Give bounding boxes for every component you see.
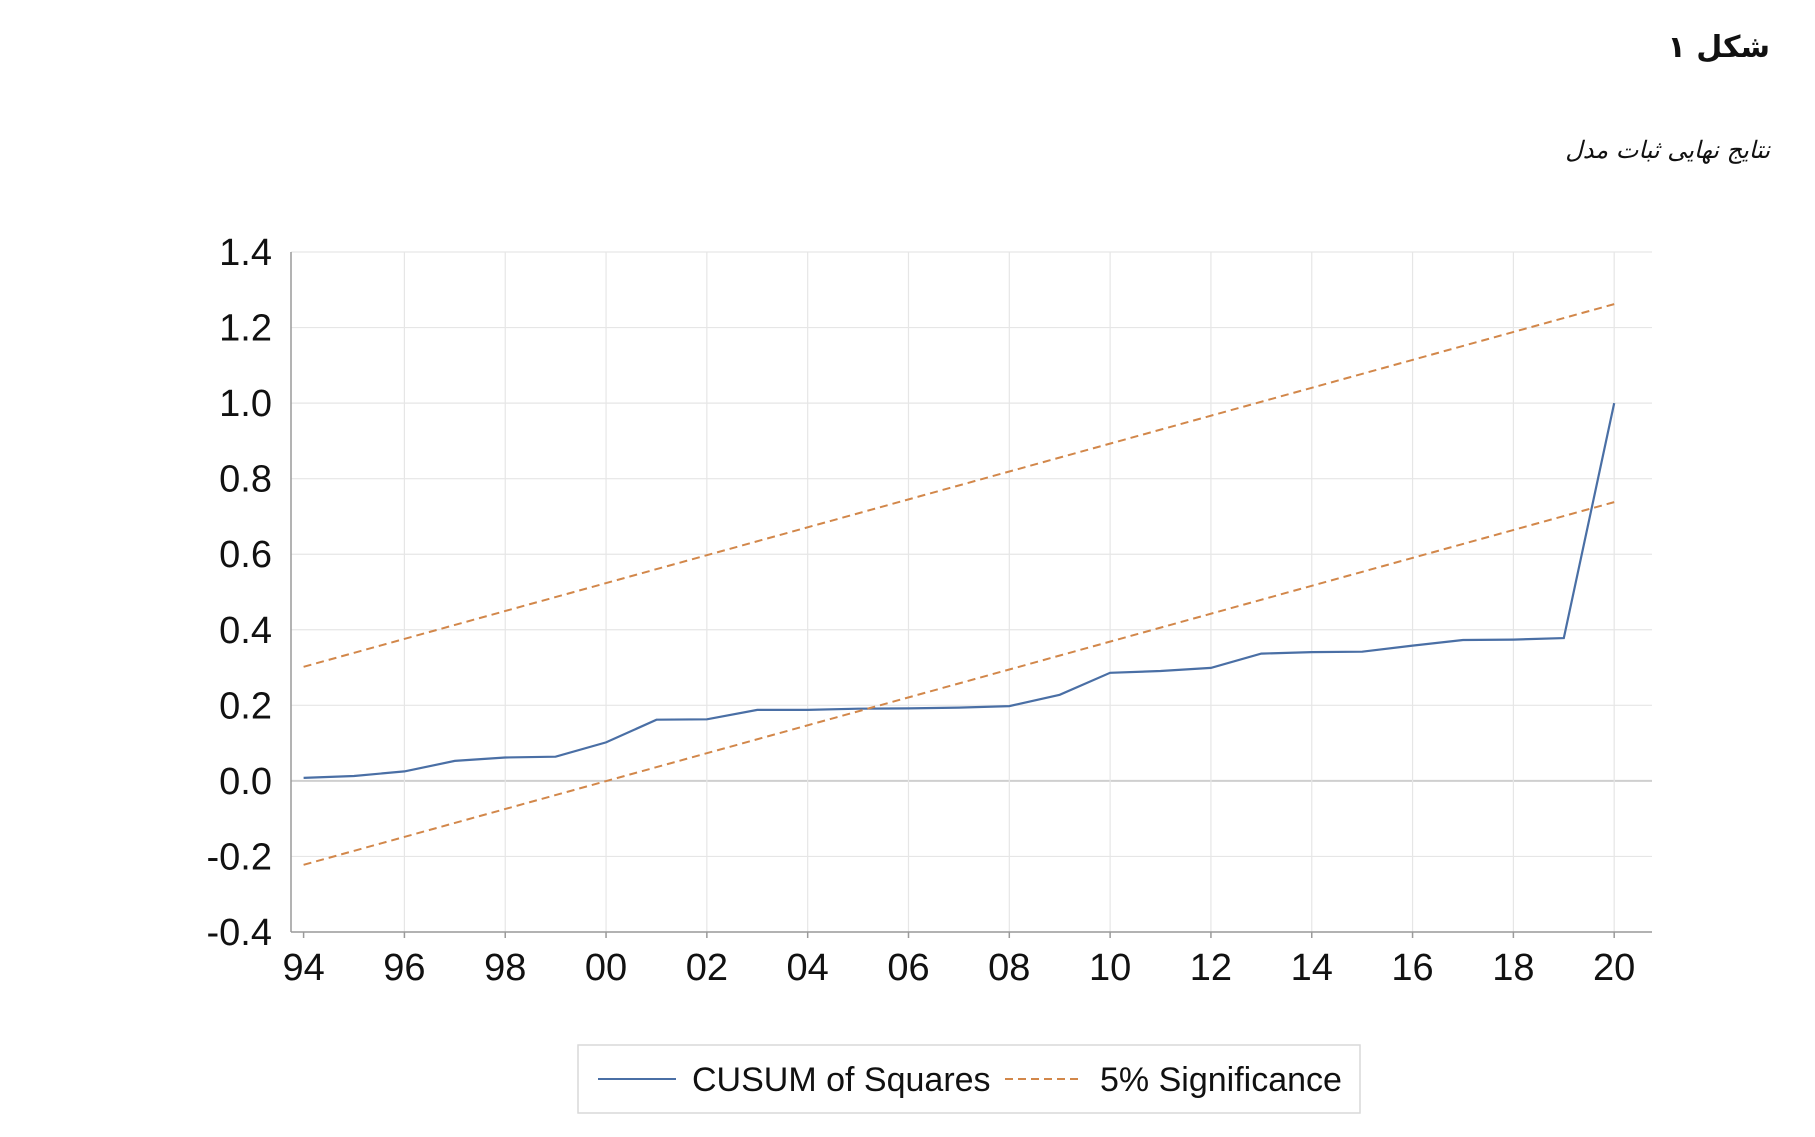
x-tick-label: 10 <box>1089 947 1131 989</box>
x-tick-label: 14 <box>1291 947 1333 989</box>
y-tick-label: 1.4 <box>219 232 272 274</box>
figure-heading: شکل ۱ <box>1667 30 1770 65</box>
y-tick-label: 1.2 <box>219 308 272 350</box>
x-tick-label: 98 <box>484 947 526 989</box>
y-tick-label: 0.4 <box>219 610 272 652</box>
y-tick-label: 0.6 <box>219 534 272 576</box>
x-tick-label: 18 <box>1492 947 1534 989</box>
x-tick-label: 02 <box>686 947 728 989</box>
x-tick-label: 08 <box>988 947 1030 989</box>
series-layer <box>303 303 1616 866</box>
x-tick-label: 96 <box>383 947 425 989</box>
grid-layer <box>291 251 1652 933</box>
legend-label-significance: 5% Significance <box>1100 1061 1342 1099</box>
y-tick-label: -0.4 <box>207 912 272 954</box>
cusum-series-line <box>303 402 1616 779</box>
axis-layer <box>290 252 1652 938</box>
figure-caption: نتایج نهایی ثبات مدل <box>1565 136 1770 164</box>
x-tick-label: 94 <box>282 947 324 989</box>
y-tick-label: 0.2 <box>219 685 272 727</box>
y-tick-label: 0.0 <box>219 761 272 803</box>
legend-label-cusum: CUSUM of Squares <box>692 1061 991 1099</box>
legend-box <box>577 1044 1361 1114</box>
x-tick-label: 00 <box>585 947 627 989</box>
x-tick-label: 04 <box>787 947 829 989</box>
x-tick-label: 20 <box>1593 947 1635 989</box>
x-tick-label: 16 <box>1391 947 1433 989</box>
significance-lower-line <box>303 501 1615 866</box>
x-tick-label: 12 <box>1190 947 1232 989</box>
y-tick-label: -0.2 <box>207 836 272 878</box>
y-tick-label: 1.0 <box>219 383 272 425</box>
legend: CUSUM of Squares 5% Significance <box>577 1044 1361 1114</box>
y-tick-label: 0.8 <box>219 459 272 501</box>
significance-upper-line <box>303 303 1615 668</box>
tick-labels: 1.4 1.2 1.0 0.8 0.6 0.4 0.2 0.0 -0.2 -0.494 96 98 00… <box>207 232 1636 989</box>
x-tick-label: 06 <box>887 947 929 989</box>
